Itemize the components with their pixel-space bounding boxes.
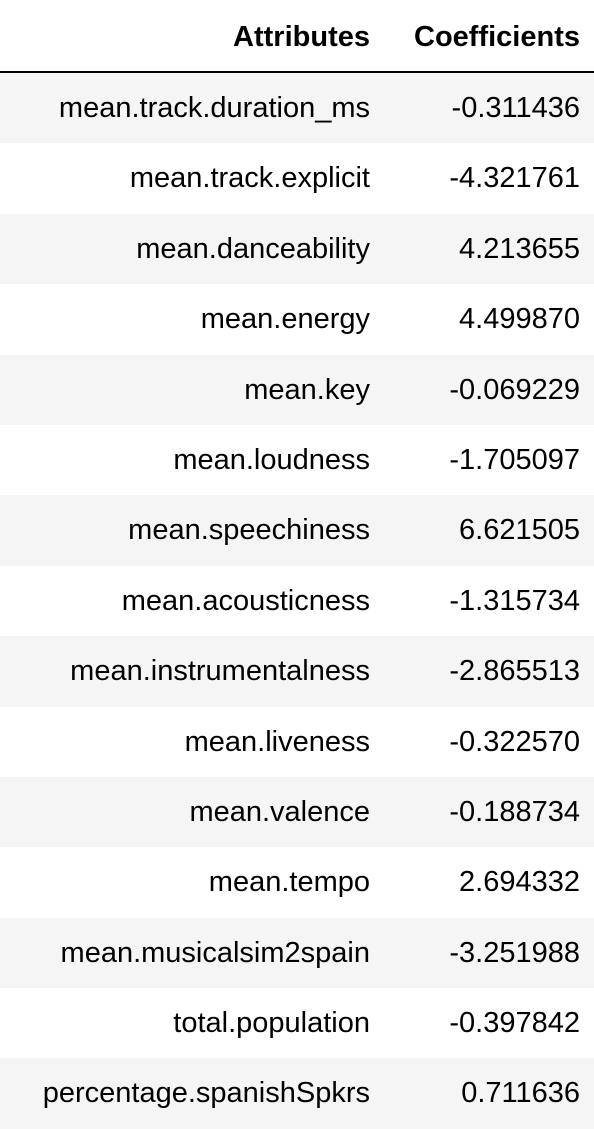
coefficient-cell: -3.251988 [449, 936, 580, 969]
coefficient-cell: -0.311436 [451, 92, 580, 124]
table-row: mean.speechiness 6.621505 [0, 495, 594, 566]
table-row: total.population -0.397842 [0, 988, 594, 1059]
coefficient-cell: -1.315734 [449, 584, 580, 617]
table-row: mean.energy 4.499870 [0, 284, 594, 355]
coefficient-cell: 4.499870 [459, 303, 580, 336]
table-header: Attributes Coefficients [0, 0, 594, 73]
table-row: mean.key -0.069229 [0, 354, 594, 425]
attribute-cell: mean.liveness [184, 725, 370, 758]
attribute-cell: mean.speechiness [128, 514, 370, 547]
table-row: mean.valence -0.188734 [0, 776, 594, 848]
coefficient-cell: -1.705097 [449, 443, 580, 476]
table-row: mean.liveness -0.322570 [0, 706, 594, 777]
table-row: mean.loudness -1.705097 [0, 424, 594, 496]
table-row: percentage.spanishSpkrs 0.711636 [0, 1058, 594, 1129]
coefficient-cell: -0.069229 [449, 373, 580, 406]
coefficient-cell: 0.711636 [461, 1077, 580, 1110]
attribute-cell: mean.loudness [173, 443, 370, 476]
coefficient-cell: -4.321761 [449, 162, 580, 195]
coefficient-cell: 2.694332 [459, 866, 580, 899]
coefficient-cell: 6.621505 [459, 514, 580, 547]
attribute-cell: percentage.spanishSpkrs [42, 1077, 370, 1110]
coefficient-cell: -0.397842 [449, 1007, 580, 1040]
coefficient-cell: -0.188734 [449, 795, 580, 828]
table-row: mean.danceability 4.213655 [0, 213, 594, 285]
table-row: mean.instrumentalness -2.865513 [0, 636, 594, 707]
coefficient-cell: -2.865513 [449, 655, 580, 688]
attribute-cell: mean.acousticness [121, 584, 370, 617]
attribute-cell: total.population [173, 1007, 370, 1040]
attribute-cell: mean.energy [200, 303, 370, 336]
attribute-cell: mean.key [244, 373, 370, 406]
attribute-cell: mean.instrumentalness [70, 655, 370, 688]
attribute-cell: mean.tempo [208, 866, 370, 899]
header-attributes: Attributes [233, 21, 370, 53]
table-row: mean.track.duration_ms -0.311436 [0, 73, 594, 144]
header-coefficients: Coefficients [414, 21, 580, 53]
attribute-cell: mean.danceability [136, 232, 370, 265]
attribute-cell: mean.valence [189, 795, 370, 828]
table-row: mean.tempo 2.694332 [0, 847, 594, 918]
coefficient-cell: 4.213655 [459, 232, 580, 265]
attribute-cell: mean.track.explicit [129, 162, 370, 195]
coefficient-cell: -0.322570 [449, 725, 580, 758]
attribute-cell: mean.musicalsim2spain [60, 936, 370, 969]
attribute-cell: mean.track.duration_ms [58, 92, 370, 124]
table-row: mean.musicalsim2spain -3.251988 [0, 917, 594, 989]
table-row: mean.track.explicit -4.321761 [0, 143, 594, 214]
table-row: mean.acousticness -1.315734 [0, 565, 594, 637]
